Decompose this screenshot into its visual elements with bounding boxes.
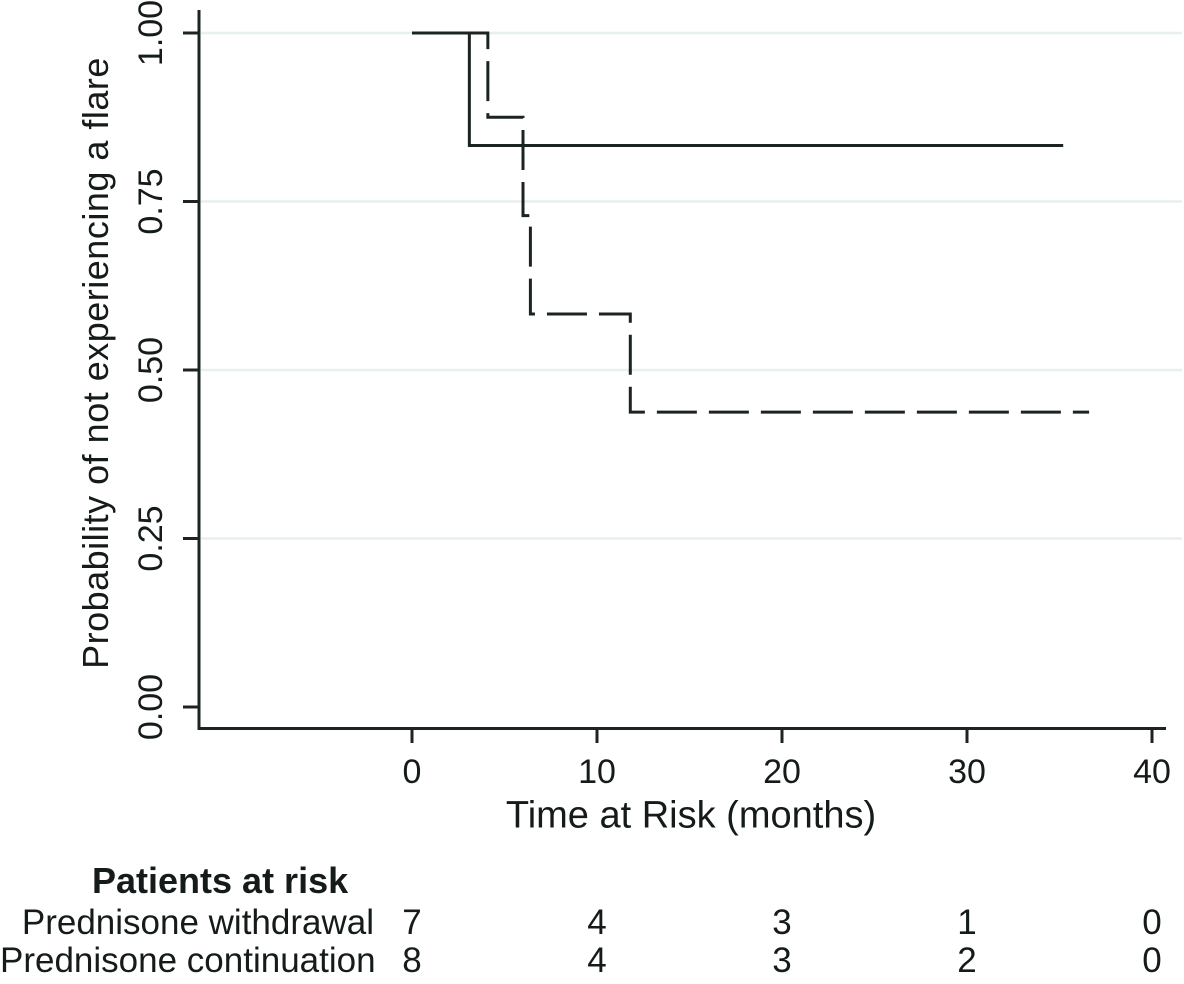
x-tick-label: 40 [1133, 753, 1171, 791]
at-risk-count: 8 [402, 941, 422, 980]
at-risk-count: 2 [957, 941, 977, 980]
at-risk-count: 4 [587, 903, 607, 942]
at-risk-row: Prednisone continuation 8 4 3 2 0 [0, 941, 1184, 981]
y-tick-label: 0.75 [132, 168, 170, 234]
at-risk-row-label: Prednisone withdrawal [21, 903, 374, 942]
x-axis-title: Time at Risk (months) [505, 794, 877, 837]
at-risk-count: 1 [957, 903, 977, 942]
km-curve-solid [412, 31, 1064, 148]
y-tick-label: 1.00 [132, 0, 170, 66]
y-tick-label: 0.50 [132, 337, 170, 403]
at-risk-row: Prednisone withdrawal 7 4 3 1 0 [0, 903, 1184, 943]
x-tick-label: 30 [948, 753, 986, 791]
x-tick-label: 0 [403, 753, 422, 791]
at-risk-header: Patients at risk [92, 860, 349, 901]
x-tick-label: 20 [763, 753, 801, 791]
at-risk-count: 0 [1142, 903, 1162, 942]
at-risk-count: 7 [402, 903, 422, 942]
at-risk-count: 0 [1142, 941, 1162, 980]
x-tick-label: 10 [578, 753, 616, 791]
y-tick-label: 0.00 [132, 674, 170, 740]
y-tick-label: 0.25 [132, 505, 170, 571]
at-risk-count: 3 [772, 941, 792, 980]
at-risk-row-label: Prednisone continuation [0, 941, 376, 980]
km-curve-dashed [412, 31, 1090, 414]
at-risk-count: 4 [587, 941, 607, 980]
at-risk-count: 3 [772, 903, 792, 942]
y-axis-title: Probability of not experiencing a flare [75, 57, 116, 669]
